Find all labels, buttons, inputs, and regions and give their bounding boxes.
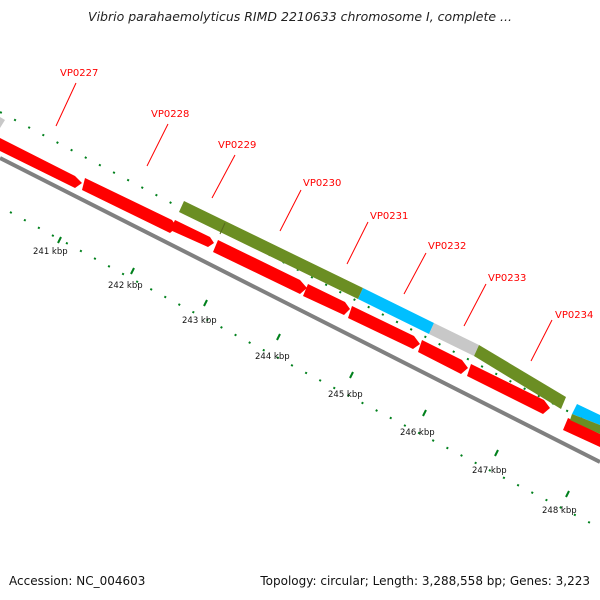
scale-label: 246 kbp bbox=[400, 428, 435, 438]
gene-label-vp0234[interactable]: VP0234 bbox=[555, 310, 593, 321]
feature-arrow[interactable] bbox=[418, 340, 468, 374]
leader-line bbox=[146, 123, 169, 167]
major-tick bbox=[494, 449, 499, 457]
sequence-backbone bbox=[0, 156, 600, 464]
feature-arrow[interactable] bbox=[213, 240, 307, 294]
feature-arrow[interactable] bbox=[348, 306, 420, 349]
leader-line bbox=[279, 189, 302, 232]
major-tick bbox=[130, 267, 135, 275]
leader-line bbox=[211, 154, 236, 199]
scale-label: 244 kbp bbox=[255, 352, 290, 362]
genome-summary-text: Topology: circular; Length: 3,288,558 bp… bbox=[260, 574, 590, 588]
category-block[interactable] bbox=[570, 414, 600, 434]
scale-label: 247 kbp bbox=[472, 466, 507, 476]
scale-label: 241 kbp bbox=[33, 247, 68, 257]
major-tick bbox=[57, 236, 62, 244]
category-block[interactable] bbox=[474, 345, 566, 409]
gene-label-vp0228[interactable]: VP0228 bbox=[151, 109, 189, 120]
gene-label-vp0230[interactable]: VP0230 bbox=[303, 178, 341, 189]
gene-label-vp0232[interactable]: VP0232 bbox=[428, 241, 466, 252]
feature-arrow[interactable] bbox=[82, 178, 177, 233]
scale-label: 243 kbp bbox=[182, 316, 217, 326]
scale-label: 242 kbp bbox=[108, 281, 143, 291]
feature-arrow[interactable] bbox=[303, 284, 350, 315]
gene-labels: VP0227 VP0228 VP0229 VP0230 VP0231 VP023… bbox=[55, 68, 593, 362]
scale-label: 248 kbp bbox=[542, 506, 577, 516]
outer-tick-ring bbox=[0, 111, 600, 429]
feature-arrow[interactable] bbox=[0, 138, 82, 188]
gene-label-vp0229[interactable]: VP0229 bbox=[218, 140, 256, 151]
feature-track bbox=[0, 138, 600, 447]
major-tick bbox=[203, 299, 208, 307]
major-tick bbox=[276, 333, 281, 341]
leader-line bbox=[530, 319, 553, 362]
category-block[interactable] bbox=[179, 201, 363, 299]
scale-label: 245 kbp bbox=[328, 390, 363, 400]
accession-text: Accession: NC_004603 bbox=[9, 574, 146, 588]
category-block[interactable] bbox=[429, 323, 479, 356]
gene-label-vp0227[interactable]: VP0227 bbox=[60, 68, 98, 79]
gene-label-vp0233[interactable]: VP0233 bbox=[488, 273, 526, 284]
scale-labels: 241 kbp 242 kbp 243 kbp 244 kbp 245 kbp … bbox=[33, 236, 577, 516]
major-tick bbox=[349, 371, 354, 379]
map-title: Vibrio parahaemolyticus RIMD 2210633 chr… bbox=[88, 9, 512, 24]
leader-line bbox=[55, 82, 77, 127]
gene-label-vp0231[interactable]: VP0231 bbox=[370, 211, 408, 222]
major-tick bbox=[565, 490, 570, 498]
leader-line bbox=[346, 221, 369, 265]
major-tick bbox=[422, 409, 427, 417]
feature-arrow[interactable] bbox=[467, 364, 550, 414]
category-block[interactable] bbox=[0, 117, 5, 128]
feature-arrow[interactable] bbox=[563, 418, 600, 447]
category-block[interactable] bbox=[358, 288, 434, 334]
category-track bbox=[0, 117, 600, 434]
leader-line bbox=[463, 283, 487, 327]
category-block[interactable] bbox=[572, 404, 600, 425]
feature-arrow[interactable] bbox=[170, 220, 214, 247]
leader-line bbox=[403, 252, 427, 295]
